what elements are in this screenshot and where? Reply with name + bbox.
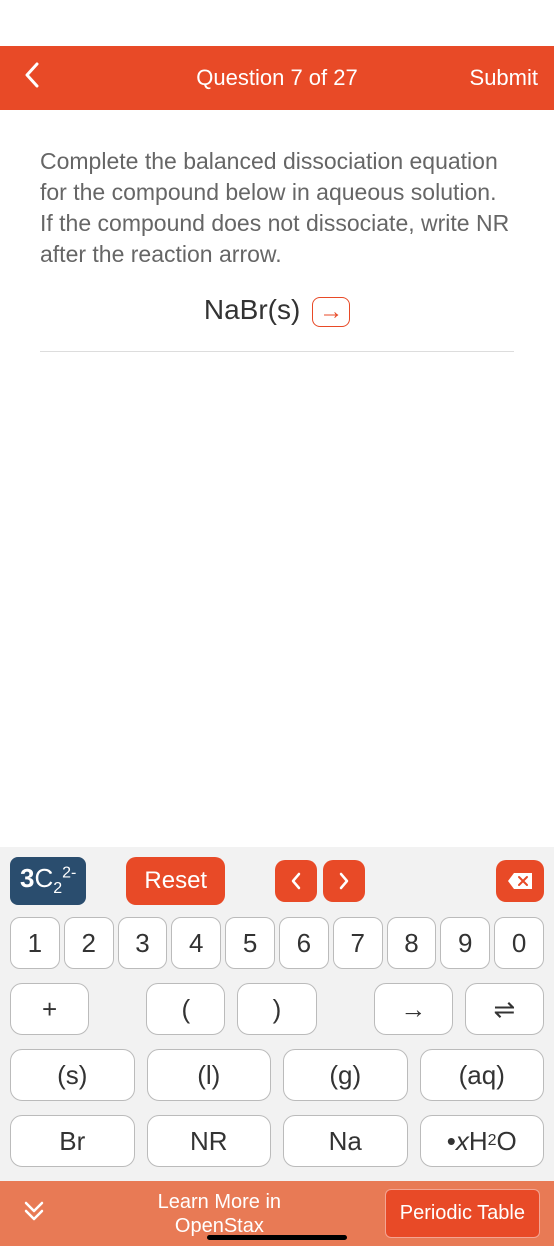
key-arrow[interactable]: → (374, 983, 453, 1035)
key-1[interactable]: 1 (10, 917, 60, 969)
key-2[interactable]: 2 (64, 917, 114, 969)
symbol-row-1: + ( ) → ⇌ (10, 983, 544, 1035)
key-nr[interactable]: NR (147, 1115, 272, 1167)
chevron-left-icon (24, 62, 40, 88)
keypad: 3C22- Reset 1 2 3 4 5 6 7 8 9 0 (0, 847, 554, 1246)
key-br[interactable]: Br (10, 1115, 135, 1167)
key-7[interactable]: 7 (333, 917, 383, 969)
question-area: Complete the balanced dissociation equat… (0, 110, 554, 352)
backspace-button[interactable] (496, 860, 544, 902)
key-0[interactable]: 0 (494, 917, 544, 969)
key-equilibrium[interactable]: ⇌ (465, 983, 544, 1035)
double-chevron-down-icon (22, 1199, 46, 1223)
periodic-table-button[interactable]: Periodic Table (385, 1189, 540, 1238)
key-9[interactable]: 9 (440, 917, 490, 969)
learn-more-line1: Learn More in (66, 1190, 373, 1214)
cursor-left-button[interactable] (275, 860, 317, 902)
key-rparen[interactable]: ) (237, 983, 316, 1035)
key-8[interactable]: 8 (387, 917, 437, 969)
reaction-arrow-box[interactable]: → (312, 297, 350, 327)
key-4[interactable]: 4 (171, 917, 221, 969)
learn-more-line2: OpenStax (66, 1214, 373, 1238)
key-na[interactable]: Na (283, 1115, 408, 1167)
key-gas[interactable]: (g) (283, 1049, 408, 1101)
key-3[interactable]: 3 (118, 917, 168, 969)
compound-text: NaBr(s) (204, 294, 300, 325)
keypad-toolbar: 3C22- Reset (10, 857, 544, 905)
reset-button[interactable]: Reset (126, 857, 225, 905)
state-row: (s) (l) (g) (aq) (10, 1049, 544, 1101)
digit-row: 1 2 3 4 5 6 7 8 9 0 (10, 917, 544, 969)
format-example-chip[interactable]: 3C22- (10, 857, 86, 905)
chevron-right-icon (338, 872, 350, 890)
cursor-nav (275, 860, 365, 902)
key-aqueous[interactable]: (aq) (420, 1049, 545, 1101)
header-bar: Question 7 of 27 Submit (0, 46, 554, 110)
home-indicator (207, 1235, 347, 1240)
equation-row: NaBr(s) → (40, 294, 514, 352)
key-solid[interactable]: (s) (10, 1049, 135, 1101)
key-plus[interactable]: + (10, 983, 89, 1035)
key-hydrate[interactable]: • x H2O (420, 1115, 545, 1167)
question-prompt: Complete the balanced dissociation equat… (40, 146, 514, 270)
key-5[interactable]: 5 (225, 917, 275, 969)
learn-more-link[interactable]: Learn More in OpenStax (66, 1190, 373, 1238)
submit-button[interactable]: Submit (470, 65, 538, 91)
key-6[interactable]: 6 (279, 917, 329, 969)
backspace-icon (507, 872, 533, 890)
key-lparen[interactable]: ( (146, 983, 225, 1035)
cursor-right-button[interactable] (323, 860, 365, 902)
back-button[interactable] (16, 58, 48, 99)
question-counter: Question 7 of 27 (196, 65, 357, 91)
element-row: Br NR Na • x H2O (10, 1115, 544, 1167)
key-liquid[interactable]: (l) (147, 1049, 272, 1101)
chevron-left-icon (290, 872, 302, 890)
